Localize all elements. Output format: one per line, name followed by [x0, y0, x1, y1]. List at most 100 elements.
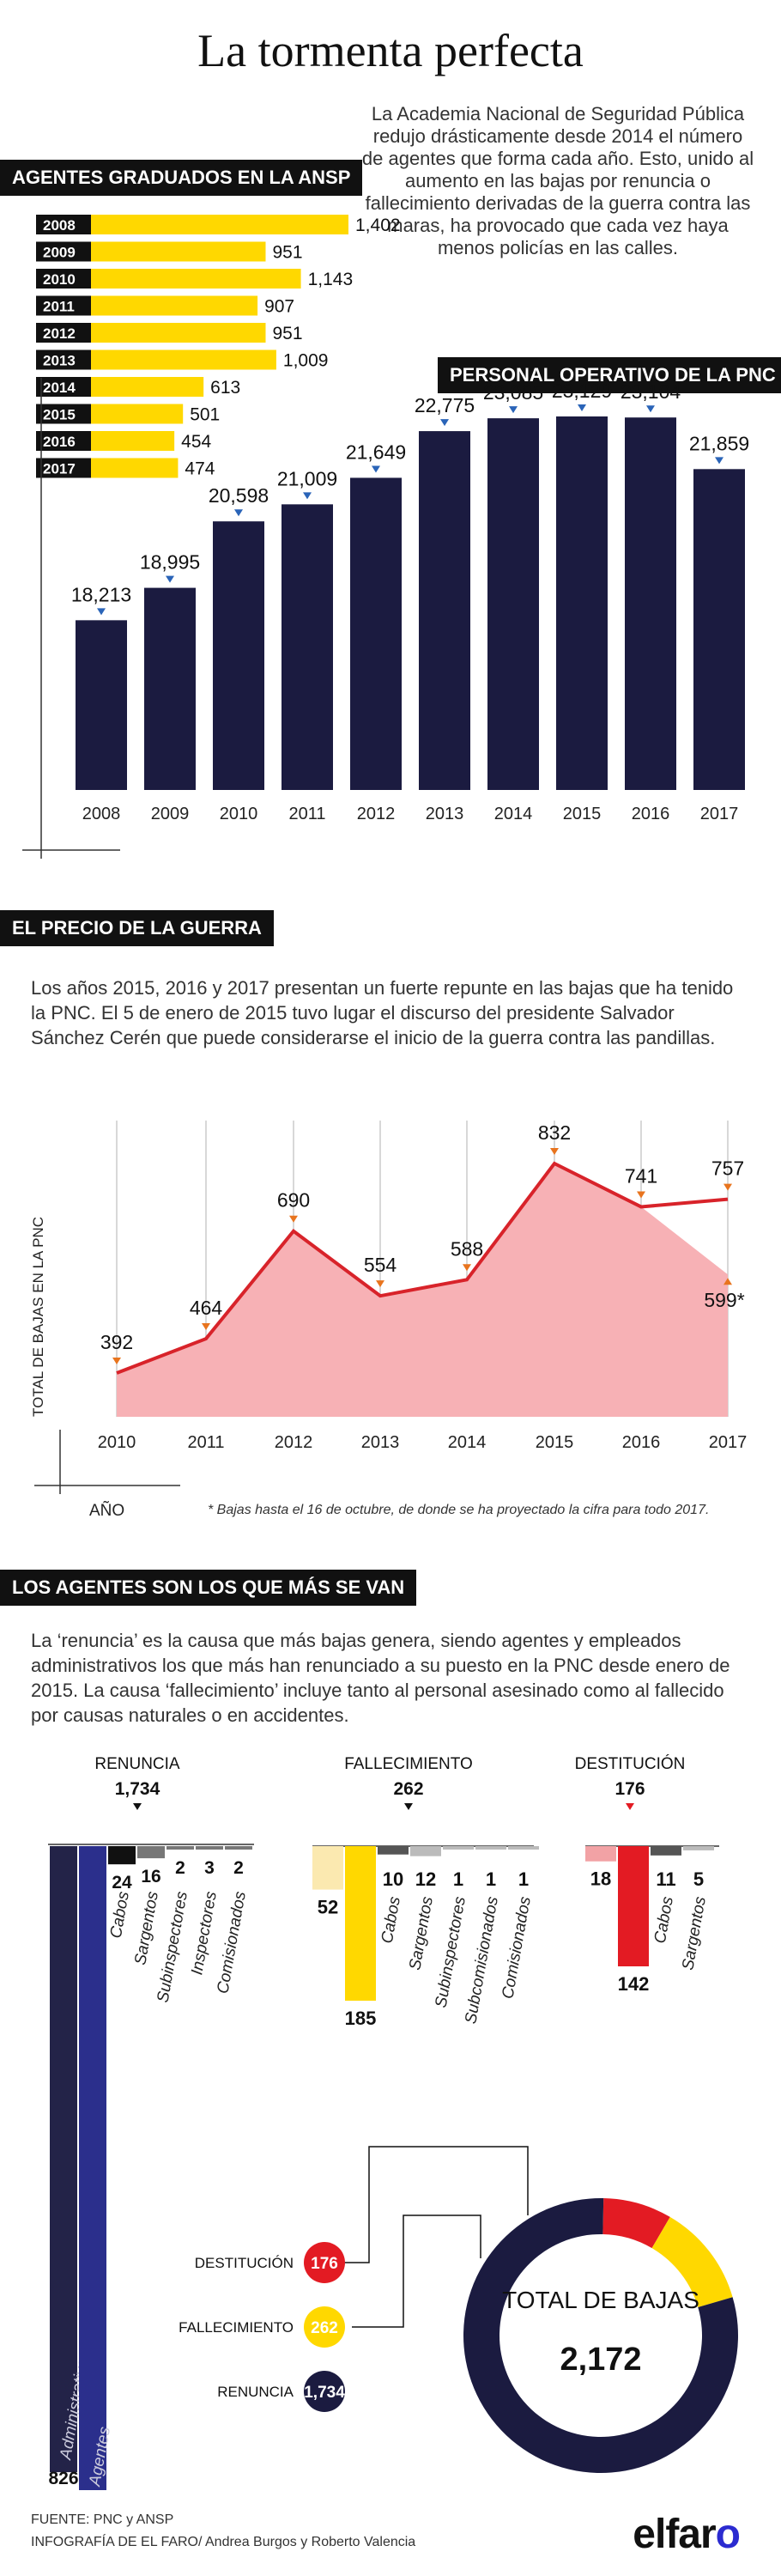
x-tick-label: 2012 [275, 1433, 313, 1452]
page-title: La tormenta perfecta [197, 25, 584, 76]
bar-value-label: 18,995 [140, 551, 200, 574]
x-tick-label: 2015 [563, 805, 602, 823]
intro-text: La Academia Nacional de Seguridad Públic… [361, 103, 754, 258]
x-axis-label: AÑO [89, 1501, 124, 1520]
cause-bar [475, 1846, 506, 1850]
badge-personal: PERSONAL OPERATIVO DE LA PNC [438, 357, 781, 393]
legend-label: FALLECIMIENTO [179, 2319, 294, 2336]
point-label: 588 [451, 1237, 483, 1260]
bar-year-box [36, 377, 91, 397]
bar-value-label: 5 [693, 1868, 704, 1890]
cause-bar [79, 1846, 106, 2490]
cause-bar [683, 1846, 714, 1850]
cause-bar [312, 1846, 343, 1890]
x-tick-label: 2009 [151, 805, 190, 823]
x-tick-label: 2013 [426, 805, 464, 823]
point-label: 757 [711, 1157, 744, 1180]
cause-bar [378, 1846, 409, 1855]
bar-value-label: 20,598 [209, 484, 269, 507]
logo-part-a: elfar [633, 2512, 716, 2557]
cause-bar [196, 1846, 223, 1850]
category-label: Cabos [378, 1895, 404, 1945]
bar-value-label: 1,402 [355, 216, 401, 235]
group-title: RENUNCIA [94, 1755, 180, 1773]
bar-year-box [36, 458, 91, 478]
legend-circle [304, 2371, 345, 2412]
bar-graduados [36, 269, 301, 289]
cause-bar [137, 1846, 165, 1859]
category-label: Sargentos [131, 1890, 162, 1966]
value-marker [723, 1183, 732, 1191]
donut-title: TOTAL DE BAJAS [502, 2287, 699, 2313]
legend-label: RENUNCIA [217, 2384, 294, 2400]
bar-value-label: 501 [190, 405, 220, 425]
bar-value-label: 18 [590, 1868, 611, 1890]
x-tick-label: 2011 [187, 1433, 224, 1452]
value-marker [715, 457, 723, 465]
donut-total: 2,172 [560, 2342, 641, 2378]
bar-personal [487, 418, 539, 790]
badge-graduados: AGENTES GRADUADOS EN LA ANSP [0, 160, 363, 196]
donut-slice [602, 2198, 670, 2249]
bar-year-label: 2008 [43, 217, 76, 234]
bar-value-label: 24 [112, 1873, 132, 1893]
value-marker [404, 1803, 413, 1810]
point-label: 690 [277, 1189, 310, 1212]
projection-label: 599* [704, 1289, 744, 1311]
bar-year-box [36, 349, 91, 370]
value-marker [463, 1264, 471, 1272]
bar-value-label: 826 [48, 2469, 78, 2488]
cause-bar [166, 1846, 194, 1850]
value-marker [626, 1803, 634, 1810]
value-marker [376, 1280, 384, 1288]
point-label: 832 [538, 1121, 571, 1144]
x-tick-label: 2010 [220, 805, 258, 823]
bar-year-label: 2014 [43, 380, 76, 396]
value-marker [509, 406, 518, 414]
connector-line [352, 2215, 481, 2328]
value-marker [166, 575, 174, 583]
bar-graduados [36, 323, 266, 343]
cause-bar [618, 1846, 649, 1966]
bar-value-label: 951 [272, 324, 302, 343]
bar-year-box [36, 431, 91, 451]
causas-chart: RENUNCIA1,734826Administrativos861Agente… [48, 1754, 739, 2490]
value-marker [646, 405, 655, 413]
group-title: FALLECIMIENTO [344, 1755, 473, 1773]
point-label: 464 [190, 1297, 223, 1319]
value-marker [133, 1803, 142, 1810]
legend-circle [304, 2306, 345, 2348]
bar-value-label: 18,213 [71, 583, 131, 605]
bar-personal [213, 521, 264, 790]
agentes-text: La ‘renuncia’ es la causa que más bajas … [31, 1630, 730, 1726]
group-title: DESTITUCIÓN [575, 1754, 686, 1773]
legend-label: DESTITUCIÓN [195, 2255, 294, 2271]
bar-personal [625, 417, 676, 790]
badge-agentes: LOS AGENTES SON LOS QUE MÁS SE VAN [0, 1570, 417, 1606]
precio-text: Los años 2015, 2016 y 2017 presentan un … [31, 977, 734, 1048]
bar-value-label: 1,009 [283, 351, 329, 371]
bar-personal [693, 469, 745, 790]
value-marker [202, 1323, 210, 1331]
bar-value-label: 16 [141, 1867, 160, 1886]
value-marker [550, 1148, 559, 1155]
bar-value-label: 185 [345, 2008, 377, 2029]
bar-year-label: 2015 [43, 407, 76, 423]
bar-year-box [36, 323, 91, 343]
cause-bar [651, 1846, 681, 1856]
x-tick-label: 2016 [632, 805, 670, 823]
x-tick-label: 2013 [361, 1433, 400, 1452]
category-label: Comisionados [499, 1895, 535, 2001]
bar-graduados [36, 295, 258, 316]
bar-value-label: 142 [618, 1973, 650, 1995]
bar-value-label: 454 [181, 432, 211, 452]
donut-slice [651, 2216, 733, 2307]
bar-year-label: 2009 [43, 245, 76, 261]
cause-bar [508, 1846, 539, 1850]
x-tick-label: 2014 [494, 805, 533, 823]
connector-line [326, 2146, 529, 2263]
x-tick-label: 2011 [288, 805, 325, 823]
bar-year-label: 2012 [43, 325, 76, 342]
bar-personal [76, 620, 127, 790]
value-marker [440, 419, 449, 427]
